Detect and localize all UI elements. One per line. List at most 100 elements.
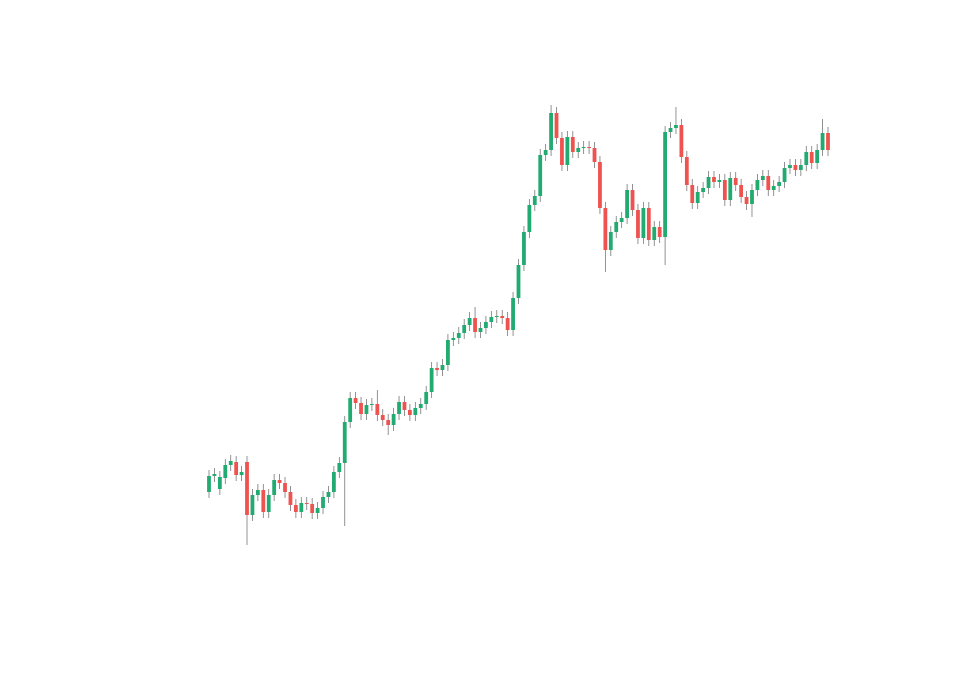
candle-body [451, 338, 456, 340]
candle-body [277, 480, 282, 483]
candle-body [478, 328, 483, 332]
candle-body [728, 178, 733, 200]
candle-body [494, 316, 499, 317]
candle-body [722, 180, 727, 200]
candle-body [625, 190, 629, 218]
candle-body [690, 185, 695, 203]
candle-body [679, 125, 684, 157]
candle-body [820, 133, 825, 150]
candle-body [646, 208, 651, 240]
candle-body [299, 503, 304, 512]
candle-body [418, 404, 423, 408]
candle-body [608, 232, 613, 250]
candle-body [239, 472, 244, 475]
candle-body [777, 182, 782, 186]
candle-body [581, 147, 586, 148]
candle-body [701, 188, 706, 192]
candle-body [429, 368, 434, 392]
candle-body [717, 180, 722, 182]
candle-body [435, 368, 439, 370]
candle-body [706, 177, 711, 188]
candle-body [364, 405, 369, 414]
candle-body [250, 495, 255, 515]
candle-body [310, 504, 315, 513]
candle-body [342, 422, 347, 463]
candle-body [505, 318, 510, 330]
candle-body [484, 322, 488, 328]
candle-body [462, 325, 467, 333]
candle-body [283, 483, 287, 492]
candle-body [288, 492, 293, 505]
candle-body [304, 503, 309, 504]
candle-body [565, 137, 570, 165]
candle-body [663, 132, 668, 237]
candle-body [614, 222, 619, 232]
candle-body [630, 190, 635, 210]
candle-body [760, 176, 765, 180]
candle-body [793, 165, 798, 170]
candle-body [798, 165, 803, 170]
candle-body [440, 365, 445, 370]
candle-body [652, 227, 657, 240]
candle-body [804, 152, 809, 165]
candle-body [245, 462, 249, 515]
candle-body [739, 185, 744, 197]
candle-body [782, 168, 787, 182]
candle-body [516, 265, 521, 298]
candle-body [809, 152, 814, 163]
candle-body [592, 148, 597, 162]
candle-body [744, 197, 749, 204]
candle-body [321, 497, 325, 508]
candle-body [207, 476, 211, 492]
candle-body [657, 227, 662, 237]
candle-body [359, 403, 363, 414]
candle-body [408, 410, 412, 415]
candle-body [771, 186, 776, 190]
candle-body [272, 480, 277, 495]
candle-body [467, 318, 472, 325]
candle-body [500, 316, 505, 318]
candle-body [826, 133, 830, 150]
candle-body [554, 113, 559, 138]
candle-body [255, 490, 260, 495]
candle-body [397, 402, 401, 414]
candle-body [375, 404, 380, 415]
candle-body [391, 414, 396, 425]
candle-body [570, 137, 575, 152]
candle-body [538, 155, 543, 196]
candle-body [326, 492, 331, 497]
candle-body [674, 125, 678, 128]
candle-body [560, 138, 564, 165]
candle-body [315, 508, 320, 513]
candle-body [549, 113, 553, 150]
candle-body [217, 477, 222, 489]
candle-body [527, 205, 532, 232]
candle-body [369, 404, 374, 405]
candle-body [619, 218, 624, 222]
candle-body [473, 318, 477, 332]
candle-body [543, 150, 548, 155]
candle-body [212, 474, 217, 476]
candle-body [331, 472, 336, 492]
candle-body [386, 420, 391, 425]
candle-body [641, 208, 646, 238]
candle-body [788, 165, 792, 168]
candle-body [603, 208, 608, 250]
candle-body [413, 408, 418, 415]
candle-body [424, 392, 429, 404]
candle-body [750, 190, 754, 204]
candle-body [402, 402, 407, 410]
candle-body [337, 463, 342, 472]
candle-body [815, 150, 820, 163]
candle-body [293, 505, 298, 512]
candle-body [636, 210, 640, 238]
candle-body [266, 495, 271, 512]
candle-body [587, 147, 591, 148]
candle-body [223, 465, 228, 478]
candle-body [353, 398, 358, 403]
candle-body [532, 196, 537, 205]
candle-body [522, 232, 526, 265]
candle-body [668, 128, 673, 132]
candle-body [228, 461, 233, 465]
